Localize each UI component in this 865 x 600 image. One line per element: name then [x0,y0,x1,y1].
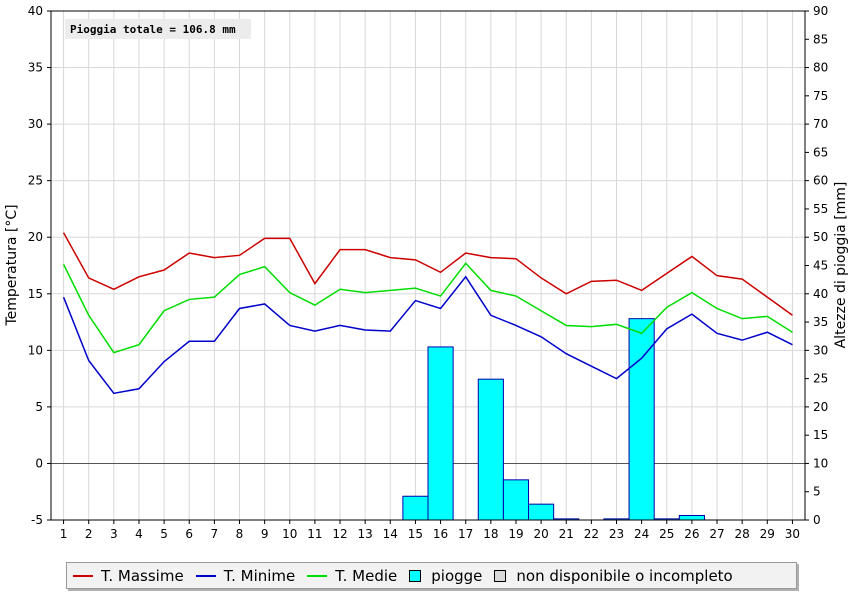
grid [51,10,805,521]
legend-box-swatch [409,569,422,582]
y2-tick-label: 70 [813,117,828,131]
y2-tick-label: 40 [813,287,828,301]
y2-tick-label: 65 [813,145,828,159]
y2-tick-label: 75 [813,89,828,103]
right-axis-title: Altezze di pioggia [mm] [833,182,849,349]
y2-tick-label: 20 [813,400,828,414]
y-tick-label: 15 [28,287,43,301]
x-tick-label: 18 [483,527,498,541]
y2-tick-label: 55 [813,202,828,216]
rain-bar [427,346,454,521]
y2-tick-label: 50 [813,230,828,244]
legend-label: T. Massime [101,566,184,585]
x-tick-label: 5 [160,527,168,541]
x-tick-label: 23 [609,527,624,541]
x-tick-label: 12 [332,527,347,541]
legend-line-swatch [307,574,328,577]
y-tick-label: 40 [28,4,43,18]
legend-label: piogge [431,566,483,585]
rain-bar [402,495,429,521]
y-tick-label: 25 [28,174,43,188]
x-tick-label: 11 [307,527,322,541]
x-tick-label: 30 [785,527,800,541]
x-tick-label: 8 [236,527,244,541]
y2-tick-label: 10 [813,456,828,470]
x-tick-label: 28 [735,527,750,541]
y-tick-label: 5 [35,400,43,414]
y2-tick-label: 0 [813,513,821,527]
x-axis-ticks: 1 2 3 4 5 6 7 8 9 10 11 12 13 14 15 16 17 18 19 20 21 22 23 24 2… [60,520,800,541]
y2-tick-label: 60 [813,174,828,188]
left-axis-title: Temperatura [°C] [4,204,20,326]
y2-tick-label: 15 [813,428,828,442]
y-tick-label: 0 [35,456,43,470]
x-tick-label: 9 [261,527,269,541]
rain-bar [628,318,655,521]
rain-bar [502,479,530,521]
x-tick-label: 24 [634,527,649,541]
legend-line-swatch [195,574,216,577]
x-tick-label: 6 [185,527,193,541]
y-tick-label: 20 [28,230,43,244]
total-rain-annotation: Pioggia totale = 106.8 mm [70,23,236,36]
temperature-lines [62,232,793,395]
y-tick-label: 10 [28,343,43,357]
x-tick-label: 14 [383,527,398,541]
legend-label: T. Medie [335,566,398,585]
legend-box-swatch [494,569,507,582]
rain-bar [528,503,555,521]
x-tick-label: 13 [358,527,373,541]
x-tick-label: 26 [684,527,699,541]
x-tick-label: 21 [559,527,574,541]
legend-item: piogge [409,567,482,585]
y2-tick-label: 25 [813,372,828,386]
x-tick-label: 16 [433,527,448,541]
series-line [62,232,793,316]
rain-bar [477,378,504,521]
y2-tick-label: 80 [813,61,828,75]
legend: T. Massime T. Minime T. Medie piogge non dis… [66,562,797,589]
y2-tick-label: 90 [813,4,828,18]
legend-item: T. Massime [73,567,184,585]
x-tick-label: 15 [408,527,423,541]
y2-tick-label: 5 [813,485,821,499]
x-tick-label: 7 [211,527,219,541]
series-line [62,275,793,395]
legend-item: T. Medie [307,567,397,585]
x-tick-label: 2 [85,527,93,541]
x-tick-label: 10 [282,527,297,541]
x-tick-label: 1 [60,527,68,541]
legend-line-swatch [73,574,93,577]
rain-bar [678,514,705,521]
x-tick-label: 19 [508,527,523,541]
x-tick-label: 25 [659,527,674,541]
y-tick-label: -5 [31,513,43,527]
legend-label: non disponibile o incompleto [516,566,733,585]
series-line [62,262,793,354]
x-tick-label: 27 [709,527,724,541]
legend-label: T. Minime [223,566,296,585]
x-tick-label: 20 [533,527,548,541]
x-tick-label: 4 [135,527,143,541]
y2-tick-label: 45 [813,259,828,273]
x-tick-label: 29 [760,527,775,541]
y-tick-label: 35 [28,61,43,75]
legend-item: non disponibile o incompleto [494,566,733,585]
rain-bars [402,318,705,521]
right-axis-ticks: 0 5 10 15 20 25 30 35 40 45 50 55 60 65 70 75 80 85 90 [805,4,828,527]
y2-tick-label: 35 [813,315,828,329]
legend-item: T. Minime [195,566,296,585]
y-tick-label: 30 [28,117,43,131]
total-rain-box [65,19,251,39]
x-tick-label: 22 [584,527,599,541]
left-axis-ticks: -5 0 5 10 15 20 25 30 35 40 [28,4,51,527]
y2-tick-label: 30 [813,343,828,357]
x-tick-label: 3 [110,527,118,541]
x-tick-label: 17 [458,527,473,541]
y2-tick-label: 85 [813,32,828,46]
